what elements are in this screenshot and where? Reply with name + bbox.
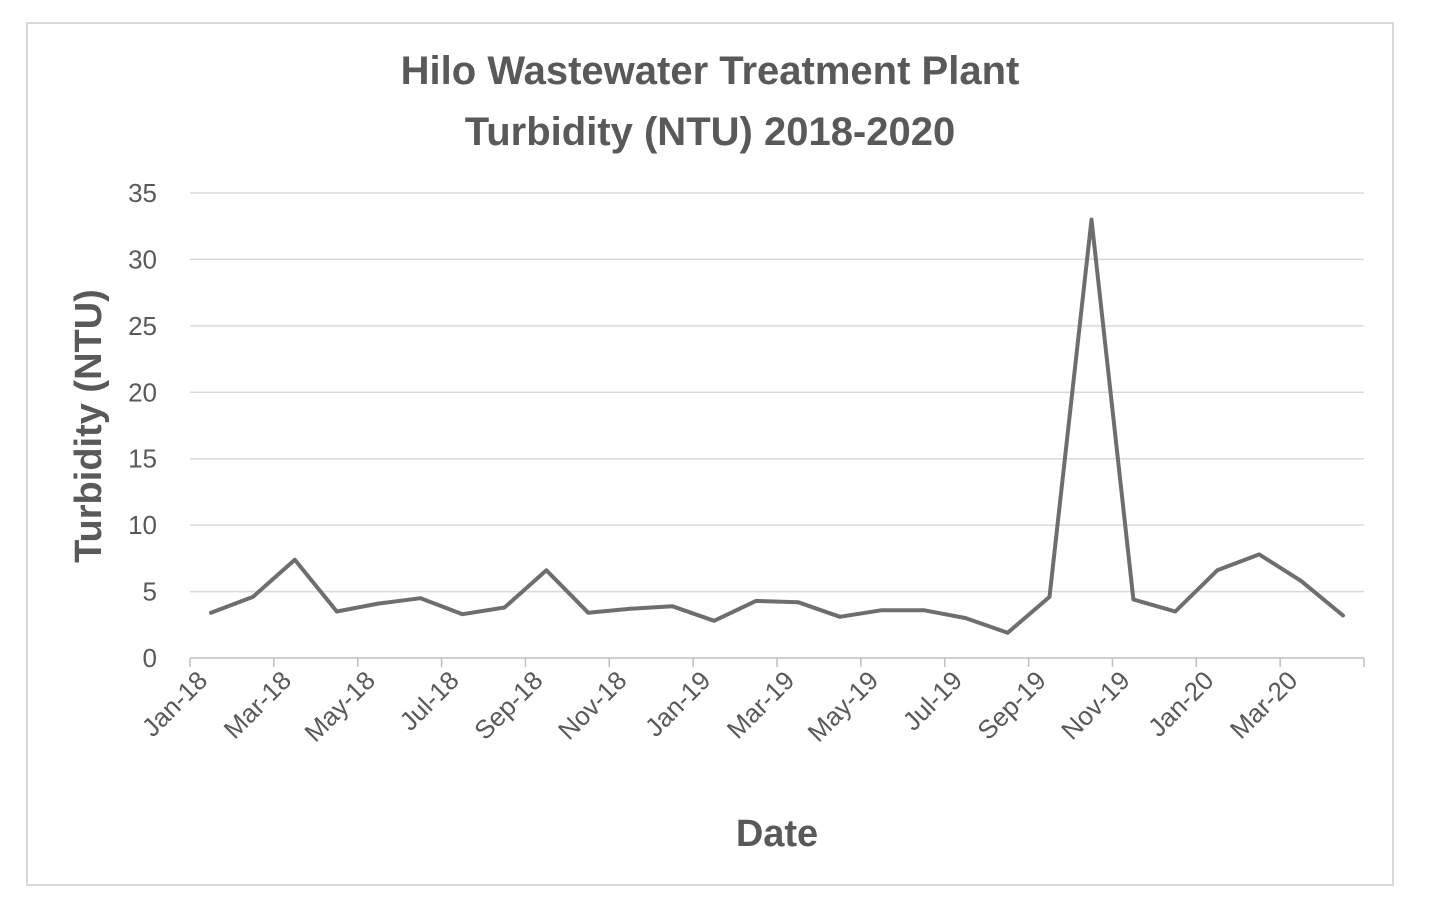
data-point xyxy=(838,615,842,619)
data-point xyxy=(1173,610,1177,613)
data-point xyxy=(377,602,381,606)
data-point xyxy=(335,610,339,613)
data-point xyxy=(1341,613,1345,617)
x-tick-label: Jan-18 xyxy=(136,665,213,742)
x-tick-label: May-18 xyxy=(298,665,381,748)
data-point xyxy=(1006,631,1010,635)
y-tick-label: 25 xyxy=(128,311,157,341)
y-tick-label: 15 xyxy=(128,444,157,474)
data-point xyxy=(502,606,506,610)
data-point xyxy=(461,612,465,616)
data-point xyxy=(586,611,590,615)
axes xyxy=(189,657,1365,667)
data-point xyxy=(209,611,213,615)
y-tick-label: 5 xyxy=(143,577,157,607)
data-point xyxy=(796,600,800,604)
data-point xyxy=(964,616,968,620)
data-point xyxy=(1257,552,1261,556)
data-point xyxy=(1215,568,1219,572)
x-axis-title: Date xyxy=(736,813,818,855)
x-tick-label: Sep-18 xyxy=(468,665,548,745)
x-tick-label: Jan-19 xyxy=(639,665,716,742)
y-tick-label: 10 xyxy=(128,510,157,540)
data-point xyxy=(922,608,926,612)
data-point xyxy=(712,619,716,623)
y-tick-label: 35 xyxy=(128,178,157,208)
data-point xyxy=(880,608,884,612)
x-tick-label: Nov-18 xyxy=(552,665,632,745)
data-point xyxy=(419,596,423,600)
chart-title-line-2: Turbidity (NTU) 2018-2020 xyxy=(465,110,956,154)
data-point xyxy=(544,568,548,572)
x-tick-label: Jul-19 xyxy=(897,665,968,736)
x-tick-label: Jul-18 xyxy=(393,665,464,736)
y-axis-title: Turbidity (NTU) xyxy=(68,289,110,563)
y-tick-label: 0 xyxy=(143,643,157,673)
series-line xyxy=(209,217,1345,635)
x-tick-label: Nov-19 xyxy=(1055,665,1135,745)
x-tick-label: Mar-19 xyxy=(721,665,800,744)
gridlines xyxy=(190,192,1364,593)
y-tick-label: 30 xyxy=(128,244,157,274)
data-point xyxy=(670,604,674,608)
data-point xyxy=(1299,579,1303,583)
data-point xyxy=(1048,595,1052,599)
series-layer xyxy=(209,217,1345,635)
data-point xyxy=(628,607,632,611)
chart-title-line-1: Hilo Wastewater Treatment Plant xyxy=(401,49,1020,93)
data-point xyxy=(1131,598,1135,602)
data-point xyxy=(1089,218,1093,222)
x-tick-label: May-19 xyxy=(802,665,885,748)
x-tick-label: Sep-19 xyxy=(971,665,1051,745)
data-point xyxy=(251,595,255,599)
x-tick-label: Mar-20 xyxy=(1224,665,1303,744)
x-tick-label: Jan-20 xyxy=(1142,665,1219,742)
y-tick-label: 20 xyxy=(128,377,157,407)
chart-frame xyxy=(26,22,1394,886)
data-point xyxy=(754,599,758,603)
data-point xyxy=(293,558,297,562)
x-tick-label: Mar-18 xyxy=(218,665,297,744)
